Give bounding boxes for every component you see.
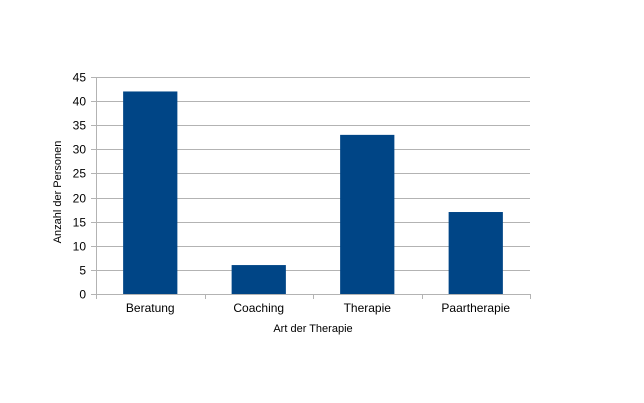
y-tick-label-1: 5 xyxy=(79,264,86,278)
x-tick-label-paartherapie: Paartherapie xyxy=(441,301,510,315)
x-tick-labels: Beratung Coaching Therapie Paartherapie xyxy=(126,301,511,315)
y-tick-label-3: 15 xyxy=(73,216,87,230)
x-tick-label-therapie: Therapie xyxy=(344,301,392,315)
y-tick-label-7: 35 xyxy=(73,119,87,133)
y-tick-label-5: 25 xyxy=(73,167,87,181)
y-tick-labels: 0 5 10 15 20 25 30 35 40 45 xyxy=(73,71,87,302)
bars xyxy=(123,91,503,294)
y-tick-label-0: 0 xyxy=(79,288,86,302)
y-tick-label-2: 10 xyxy=(73,240,87,254)
y-axis-title: Anzahl der Personen xyxy=(52,141,64,244)
bar-paartherapie xyxy=(448,212,503,294)
y-tick-label-8: 40 xyxy=(73,95,87,109)
x-tick-label-coaching: Coaching xyxy=(233,301,284,315)
y-tick-label-6: 30 xyxy=(73,143,87,157)
x-axis-title: Art der Therapie xyxy=(273,323,352,335)
bar-beratung xyxy=(123,91,178,294)
x-tick-label-beratung: Beratung xyxy=(126,301,175,315)
y-tick-label-9: 45 xyxy=(73,71,87,85)
bar-therapie xyxy=(340,134,395,294)
bar-coaching xyxy=(231,265,286,294)
axes xyxy=(91,77,531,299)
y-tick-label-4: 20 xyxy=(73,192,87,206)
